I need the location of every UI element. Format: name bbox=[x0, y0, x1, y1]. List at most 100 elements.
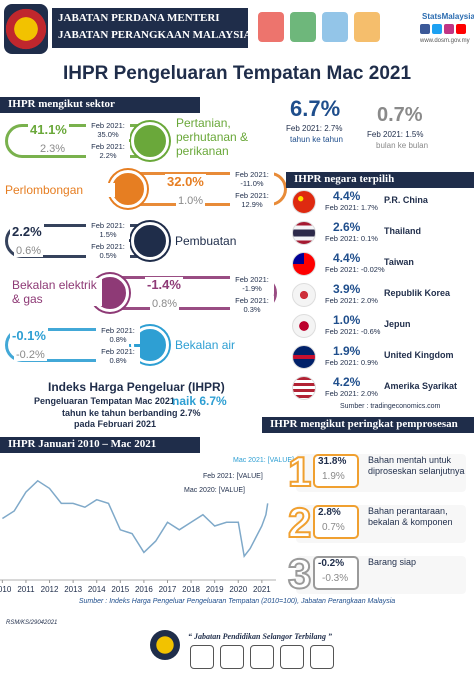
title: IHPR negara terpilih bbox=[294, 173, 395, 185]
x-tick-label: 2014 bbox=[88, 585, 106, 594]
section-bar bbox=[286, 172, 474, 188]
annotation: Feb 2021: [VALUE] bbox=[203, 473, 263, 480]
cert-logo bbox=[220, 645, 244, 669]
feb-yoy: Feb 2021: 0.8% bbox=[96, 326, 140, 344]
logo bbox=[150, 630, 180, 660]
label: Barang siap bbox=[368, 557, 417, 567]
mom: 0.7% bbox=[322, 522, 345, 533]
label: tahun ke tahun bbox=[290, 135, 343, 144]
name: Republik Korea bbox=[384, 288, 451, 298]
yoy: 41.1% bbox=[28, 122, 69, 137]
title: IHPR mengikut sektor bbox=[8, 98, 115, 110]
section-bar bbox=[0, 97, 200, 113]
x-tick-label: 2019 bbox=[206, 585, 224, 594]
annotation: Mac 2020: [VALUE] bbox=[184, 487, 245, 494]
x-tick-label: 2010 bbox=[0, 585, 12, 594]
source: Sumber : Indeks Harga Pengeluar Pengelua… bbox=[78, 598, 396, 605]
name: P.R. China bbox=[384, 195, 428, 205]
feb: Feb 2021: 2.0% bbox=[325, 296, 378, 305]
name: Pembuatan bbox=[175, 234, 275, 248]
social-icon bbox=[444, 24, 454, 34]
flag bbox=[292, 314, 316, 338]
value: 2.6% bbox=[333, 220, 361, 234]
x-tick-label: 2018 bbox=[182, 585, 200, 594]
partner-logo bbox=[258, 12, 284, 42]
cert-logo bbox=[250, 645, 274, 669]
name: Bekalan elektrik & gas bbox=[12, 278, 102, 306]
feb-mom: Feb 2021: 12.9% bbox=[230, 191, 274, 209]
header-band bbox=[52, 8, 248, 48]
sector-icon bbox=[109, 170, 147, 208]
flag bbox=[292, 283, 316, 307]
section-bar bbox=[262, 417, 474, 433]
main-title: IHPR Pengeluaran Tempatan Mac 2021 bbox=[62, 63, 412, 84]
yoy: -1.4% bbox=[145, 277, 183, 292]
line3: pada Februari 2021 bbox=[74, 419, 157, 429]
feb-mom: Feb 2021: 0.5% bbox=[86, 242, 130, 260]
motto: “ Jabatan Pendidikan Selangor Terbilang … bbox=[188, 632, 332, 641]
stage-box bbox=[313, 454, 359, 488]
flag bbox=[292, 190, 316, 214]
name: Bekalan air bbox=[175, 338, 275, 352]
note: Feb 2021: 1.5% bbox=[367, 130, 424, 139]
yoy: 2.2% bbox=[10, 224, 44, 239]
feb-mom: Feb 2021: 0.3% bbox=[230, 296, 274, 314]
name: United Kingdom bbox=[384, 350, 454, 360]
yoy: -0.2% bbox=[318, 558, 345, 569]
social-icon bbox=[456, 24, 466, 34]
flag bbox=[292, 221, 316, 245]
value: 4.4% bbox=[333, 189, 361, 203]
label: Bahan perantaraan, bekalan & komponen bbox=[368, 506, 453, 527]
value: 3.9% bbox=[333, 282, 361, 296]
mom: 1.9% bbox=[322, 471, 345, 482]
name: Jepun bbox=[384, 319, 411, 329]
number: 1 bbox=[287, 447, 312, 496]
brand: StatsMalaysia bbox=[422, 12, 474, 21]
yoy: 31.8% bbox=[318, 456, 347, 467]
feb-yoy: Feb 2021: -11.0% bbox=[230, 170, 274, 188]
yoy: 32.0% bbox=[165, 174, 206, 189]
mom: 2.3% bbox=[38, 143, 68, 155]
line1: JABATAN PERDANA MENTERI bbox=[58, 12, 220, 24]
x-tick-label: 2012 bbox=[41, 585, 59, 594]
section-bar bbox=[0, 437, 200, 453]
mom: -0.2% bbox=[14, 349, 47, 361]
value: 1.0% bbox=[333, 313, 361, 327]
line bbox=[1, 479, 269, 559]
value: 4.4% bbox=[333, 251, 361, 265]
x-tick-label: 2017 bbox=[159, 585, 177, 594]
mom: 0.6% bbox=[14, 245, 44, 257]
value: 0.7% bbox=[377, 104, 423, 126]
partner-logo bbox=[354, 12, 380, 42]
x-tick-label: 2020 bbox=[229, 585, 247, 594]
line1: Pengeluaran Tempatan Mac 2021 bbox=[34, 396, 175, 406]
cert-logo bbox=[190, 645, 214, 669]
annotation: Mac 2021: [VALUE] bbox=[233, 457, 294, 464]
flag bbox=[292, 376, 316, 400]
highlight: naik 6.7% bbox=[172, 394, 227, 408]
feb: Feb 2021: -0.02% bbox=[325, 265, 385, 274]
mom: -0.3% bbox=[322, 573, 349, 584]
x-tick-label: 2021 bbox=[253, 585, 271, 594]
mom: 0.8% bbox=[150, 298, 180, 310]
stage-box bbox=[313, 556, 359, 590]
yoy: -0.1% bbox=[10, 328, 48, 343]
source: Sumber : tradingeconomics.com bbox=[340, 403, 441, 410]
feb: Feb 2021: 2.0% bbox=[325, 389, 378, 398]
x-tick-label: 2013 bbox=[64, 585, 82, 594]
number: 3 bbox=[287, 549, 312, 598]
value: 6.7% bbox=[290, 96, 341, 121]
crest bbox=[4, 4, 48, 54]
feb: Feb 2021: 0.9% bbox=[325, 358, 378, 367]
partner-logo bbox=[290, 12, 316, 42]
yoy: 2.8% bbox=[318, 507, 341, 518]
feb: Feb 2021: -0.6% bbox=[325, 327, 381, 336]
feb: Feb 2021: 1.7% bbox=[325, 203, 378, 212]
name: Thailand bbox=[384, 226, 422, 236]
note: Feb 2021: 2.7% bbox=[286, 124, 343, 133]
title: IHPR mengikut peringkat pemprosesan bbox=[270, 418, 458, 430]
value: 1.9% bbox=[333, 344, 361, 358]
title: Indeks Harga Pengeluar (IHPR) bbox=[48, 380, 225, 394]
feb-mom: Feb 2021: 2.2% bbox=[86, 142, 130, 160]
